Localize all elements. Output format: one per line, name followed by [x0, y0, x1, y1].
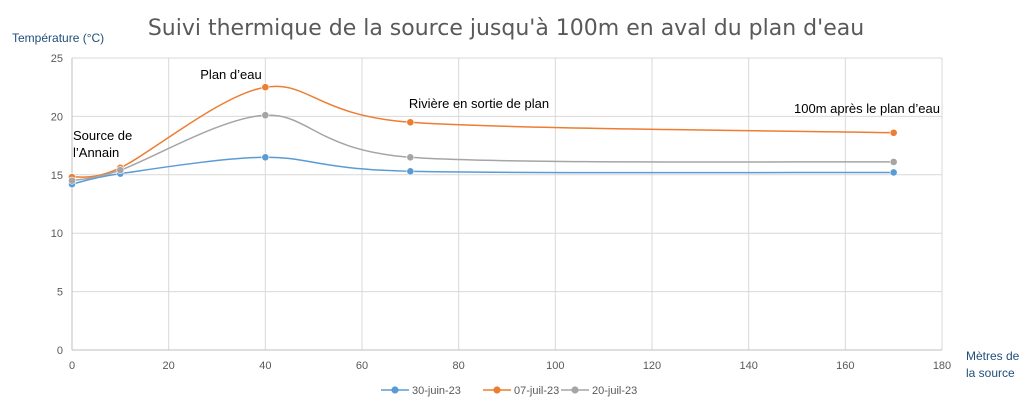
y-axis-title: Température (°C) — [12, 31, 104, 45]
annotations: Source de l’Annain Plan d’eau Rivière en so… — [73, 67, 940, 160]
legend-item-07-juil-23: 07-juil-23 — [483, 385, 559, 397]
data-point — [261, 111, 270, 120]
legend-label: 20-juil-23 — [592, 385, 637, 397]
x-tick-label: 180 — [933, 360, 951, 372]
annotation-line: l’Annain — [73, 145, 119, 160]
x-axis-title-line-2: la source — [966, 366, 1015, 380]
annotation-label: Plan d’eau — [200, 67, 261, 82]
x-tick-label: 0 — [69, 360, 75, 372]
y-tick-label: 0 — [57, 345, 63, 357]
legend-marker — [391, 386, 399, 394]
x-tick-label: 80 — [453, 360, 465, 372]
data-point — [406, 167, 415, 176]
annotation-label: Source de l’Annain — [73, 128, 132, 160]
legend: 30-juin-23 07-juil-23 20-juil-23 — [381, 385, 637, 397]
y-tick-label: 15 — [51, 170, 63, 182]
data-point — [261, 83, 270, 92]
x-tick-label: 60 — [356, 360, 368, 372]
chart-title: Suivi thermique de la source jusqu'à 100… — [148, 16, 864, 41]
data-point — [889, 168, 898, 177]
legend-marker — [571, 386, 579, 394]
grid — [72, 57, 943, 350]
x-tick-label: 40 — [259, 360, 271, 372]
annotation-line: Plan d’eau — [200, 67, 261, 82]
data-point — [68, 176, 76, 185]
legend-item-30-juin-23: 30-juin-23 — [381, 385, 461, 397]
annotation-label: Rivière en sortie de plan — [409, 96, 549, 111]
data-point — [406, 153, 415, 162]
data-point — [889, 128, 898, 137]
x-tick-label: 140 — [739, 360, 757, 372]
y-tick-label: 25 — [51, 53, 63, 65]
x-tick-label: 160 — [836, 360, 854, 372]
data-point — [261, 153, 270, 162]
x-tick-label: 100 — [546, 360, 564, 372]
data-point — [116, 166, 125, 175]
annotation-line: Source de — [73, 128, 132, 143]
data-point — [889, 158, 898, 166]
x-tick-label: 120 — [643, 360, 661, 372]
y-tick-label: 10 — [51, 228, 63, 240]
data-point — [406, 118, 415, 127]
annotation-label: 100m après le plan d’eau — [794, 101, 940, 116]
legend-label: 07-juil-23 — [514, 385, 559, 397]
legend-item-20-juil-23: 20-juil-23 — [561, 385, 637, 397]
x-axis-title-line-1: Mètres de — [966, 349, 1020, 363]
y-tick-label: 5 — [57, 287, 63, 299]
x-tick-label: 20 — [163, 360, 175, 372]
tick-labels: 0 5 10 15 20 25 0 20 40 60 80 100 120 140 160 180 — [51, 53, 951, 372]
y-tick-label: 20 — [51, 111, 63, 123]
legend-label: 30-juin-23 — [412, 385, 461, 397]
legend-marker — [493, 386, 501, 394]
x-axis-title: Mètres de la source — [966, 349, 1023, 380]
annotation-line: Rivière en sortie de plan — [409, 96, 549, 111]
series — [68, 83, 898, 189]
axes — [71, 58, 942, 351]
annotation-line: 100m après le plan d’eau — [794, 101, 940, 116]
